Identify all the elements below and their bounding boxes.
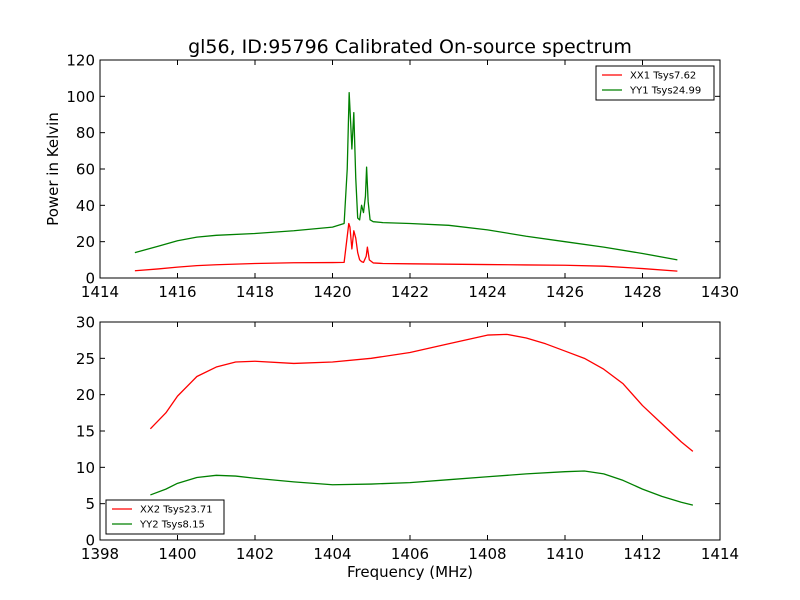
series-line-1 bbox=[134, 222, 678, 272]
legend-box bbox=[595, 65, 715, 101]
legend-label: YY1 Tsys24.99 bbox=[629, 86, 701, 97]
y-tick-label: 80 bbox=[76, 124, 95, 142]
y-tick-label: 120 bbox=[66, 52, 95, 70]
y-tick-label: 100 bbox=[66, 88, 95, 106]
y-tick-label: 0 bbox=[85, 532, 95, 550]
x-tick-label: 1430 bbox=[701, 283, 739, 301]
x-tick-label: 1418 bbox=[236, 283, 274, 301]
x-tick-label: 1408 bbox=[468, 545, 506, 563]
y-tick-label: 5 bbox=[85, 495, 95, 513]
x-tick-label: 1414 bbox=[81, 283, 119, 301]
x-axis-label: Frequency (MHz) bbox=[347, 563, 473, 581]
x-tick-label: 1428 bbox=[623, 283, 661, 301]
top-panel: 1414 1416 1418 1420 1422 1424 1426 1428 1430 0 20 4… bbox=[44, 52, 739, 302]
legend-label: XX1 Tsys7.62 bbox=[630, 71, 696, 82]
x-tick-label: 1410 bbox=[546, 545, 584, 563]
legend-label: XX2 Tsys23.71 bbox=[140, 505, 213, 516]
x-tick-label: 1424 bbox=[468, 283, 506, 301]
y-tick-label: 30 bbox=[76, 314, 95, 332]
x-tick-label: 1400 bbox=[158, 545, 196, 563]
series-line-1 bbox=[149, 333, 694, 452]
y-tick-label: 20 bbox=[76, 233, 95, 251]
y-tick-label: 60 bbox=[76, 161, 95, 179]
x-tick-label: 1402 bbox=[236, 545, 274, 563]
y-tick-label: 10 bbox=[76, 459, 95, 477]
legend-box bbox=[105, 499, 225, 535]
y-tick-label: 40 bbox=[76, 197, 95, 215]
x-tick-label: 1416 bbox=[158, 283, 196, 301]
y-tick-label: 25 bbox=[76, 350, 95, 368]
series-line-2 bbox=[134, 92, 678, 261]
series-line-2 bbox=[150, 470, 694, 506]
x-tick-label: 1412 bbox=[623, 545, 661, 563]
x-tick-label: 1406 bbox=[391, 545, 429, 563]
legend-label: YY2 Tsys8.15 bbox=[139, 520, 205, 531]
x-tick-label: 1420 bbox=[313, 283, 351, 301]
bottom-panel: 1398 1400 1402 1404 1406 1408 1410 1412 1414 0 5 10… bbox=[76, 314, 739, 582]
x-tick-label: 1398 bbox=[81, 545, 119, 563]
x-tick-label: 1414 bbox=[701, 545, 739, 563]
y-axis-label: Power in Kelvin bbox=[44, 112, 62, 226]
y-tick-label: 20 bbox=[76, 386, 95, 404]
y-tick-label: 0 bbox=[85, 270, 95, 288]
x-tick-label: 1422 bbox=[391, 283, 429, 301]
y-tick-label: 15 bbox=[76, 423, 95, 441]
x-tick-label: 1426 bbox=[546, 283, 584, 301]
figure-title: gl56, ID:95796 Calibrated On-source spec… bbox=[188, 36, 632, 58]
x-tick-label: 1404 bbox=[313, 545, 351, 563]
